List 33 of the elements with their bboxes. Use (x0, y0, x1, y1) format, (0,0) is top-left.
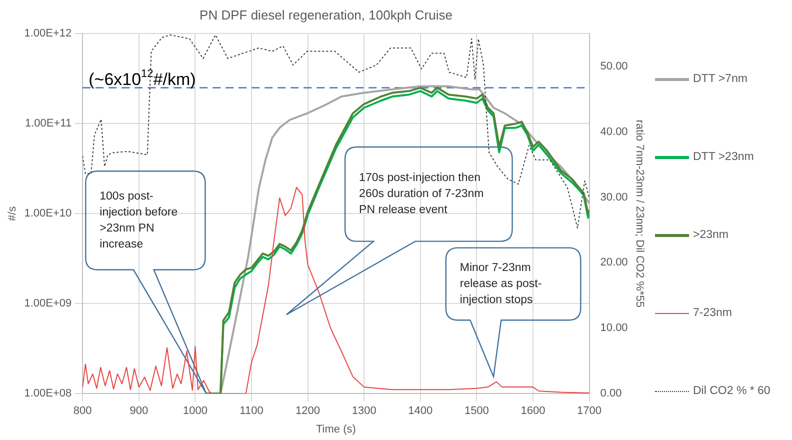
x-tick-label: 900 (130, 405, 148, 418)
x-tick-label: 1100 (240, 405, 264, 418)
annotation: 100s post-injection before >23nm PN increase (100, 190, 178, 250)
x-axis-title: Time (s) (316, 423, 356, 436)
x-tick-label: 800 (73, 405, 92, 418)
x-tick-label: 1000 (182, 405, 208, 418)
x-tick-label: 1500 (464, 405, 489, 418)
annotation: Minor 7-23nm release as post-injection stops (460, 262, 542, 306)
y-tick-label: 1.00E+12 (24, 28, 72, 40)
legend-label: 7-23nm (693, 307, 732, 319)
legend-label: >23nm (693, 229, 728, 241)
x-tick-label: 1400 (408, 405, 433, 418)
y2-axis-title: ratio 7nm-23nm / 23nm; Dil CO2 %*55 (633, 120, 646, 308)
y2-tick-label: 20.00 (600, 256, 628, 269)
y-axis-title: #/s (6, 206, 19, 221)
chart-title: PN DPF diesel regeneration, 100kph Cruise (200, 7, 452, 22)
y-tick-label: 1.00E+08 (24, 388, 72, 400)
y2-tick-label: 50.00 (600, 60, 628, 72)
x-tick-label: 1300 (352, 405, 376, 418)
y-tick-label: 1.00E+11 (25, 118, 72, 130)
y-tick-label: 1.00E+10 (24, 208, 72, 220)
legend-label: Dil CO2 % * 60 (693, 385, 770, 397)
y-tick-label: 1.00E+09 (24, 298, 72, 310)
y2-tick-label: 30.00 (600, 191, 628, 204)
y2-tick-label: 40.00 (600, 126, 628, 138)
y2-tick-label: 10.00 (600, 322, 628, 334)
x-tick-label: 1200 (296, 405, 320, 418)
x-tick-label: 1600 (520, 405, 546, 418)
x-tick-label: 1700 (577, 405, 602, 418)
legend-label: DTT >7nm (693, 73, 748, 85)
annotation: 170s post-injection then 260s duration of 7-23nm PN release event (359, 172, 484, 216)
legend-label: DTT >23nm (693, 151, 754, 163)
y2-tick-label: 0.00 (600, 388, 622, 400)
